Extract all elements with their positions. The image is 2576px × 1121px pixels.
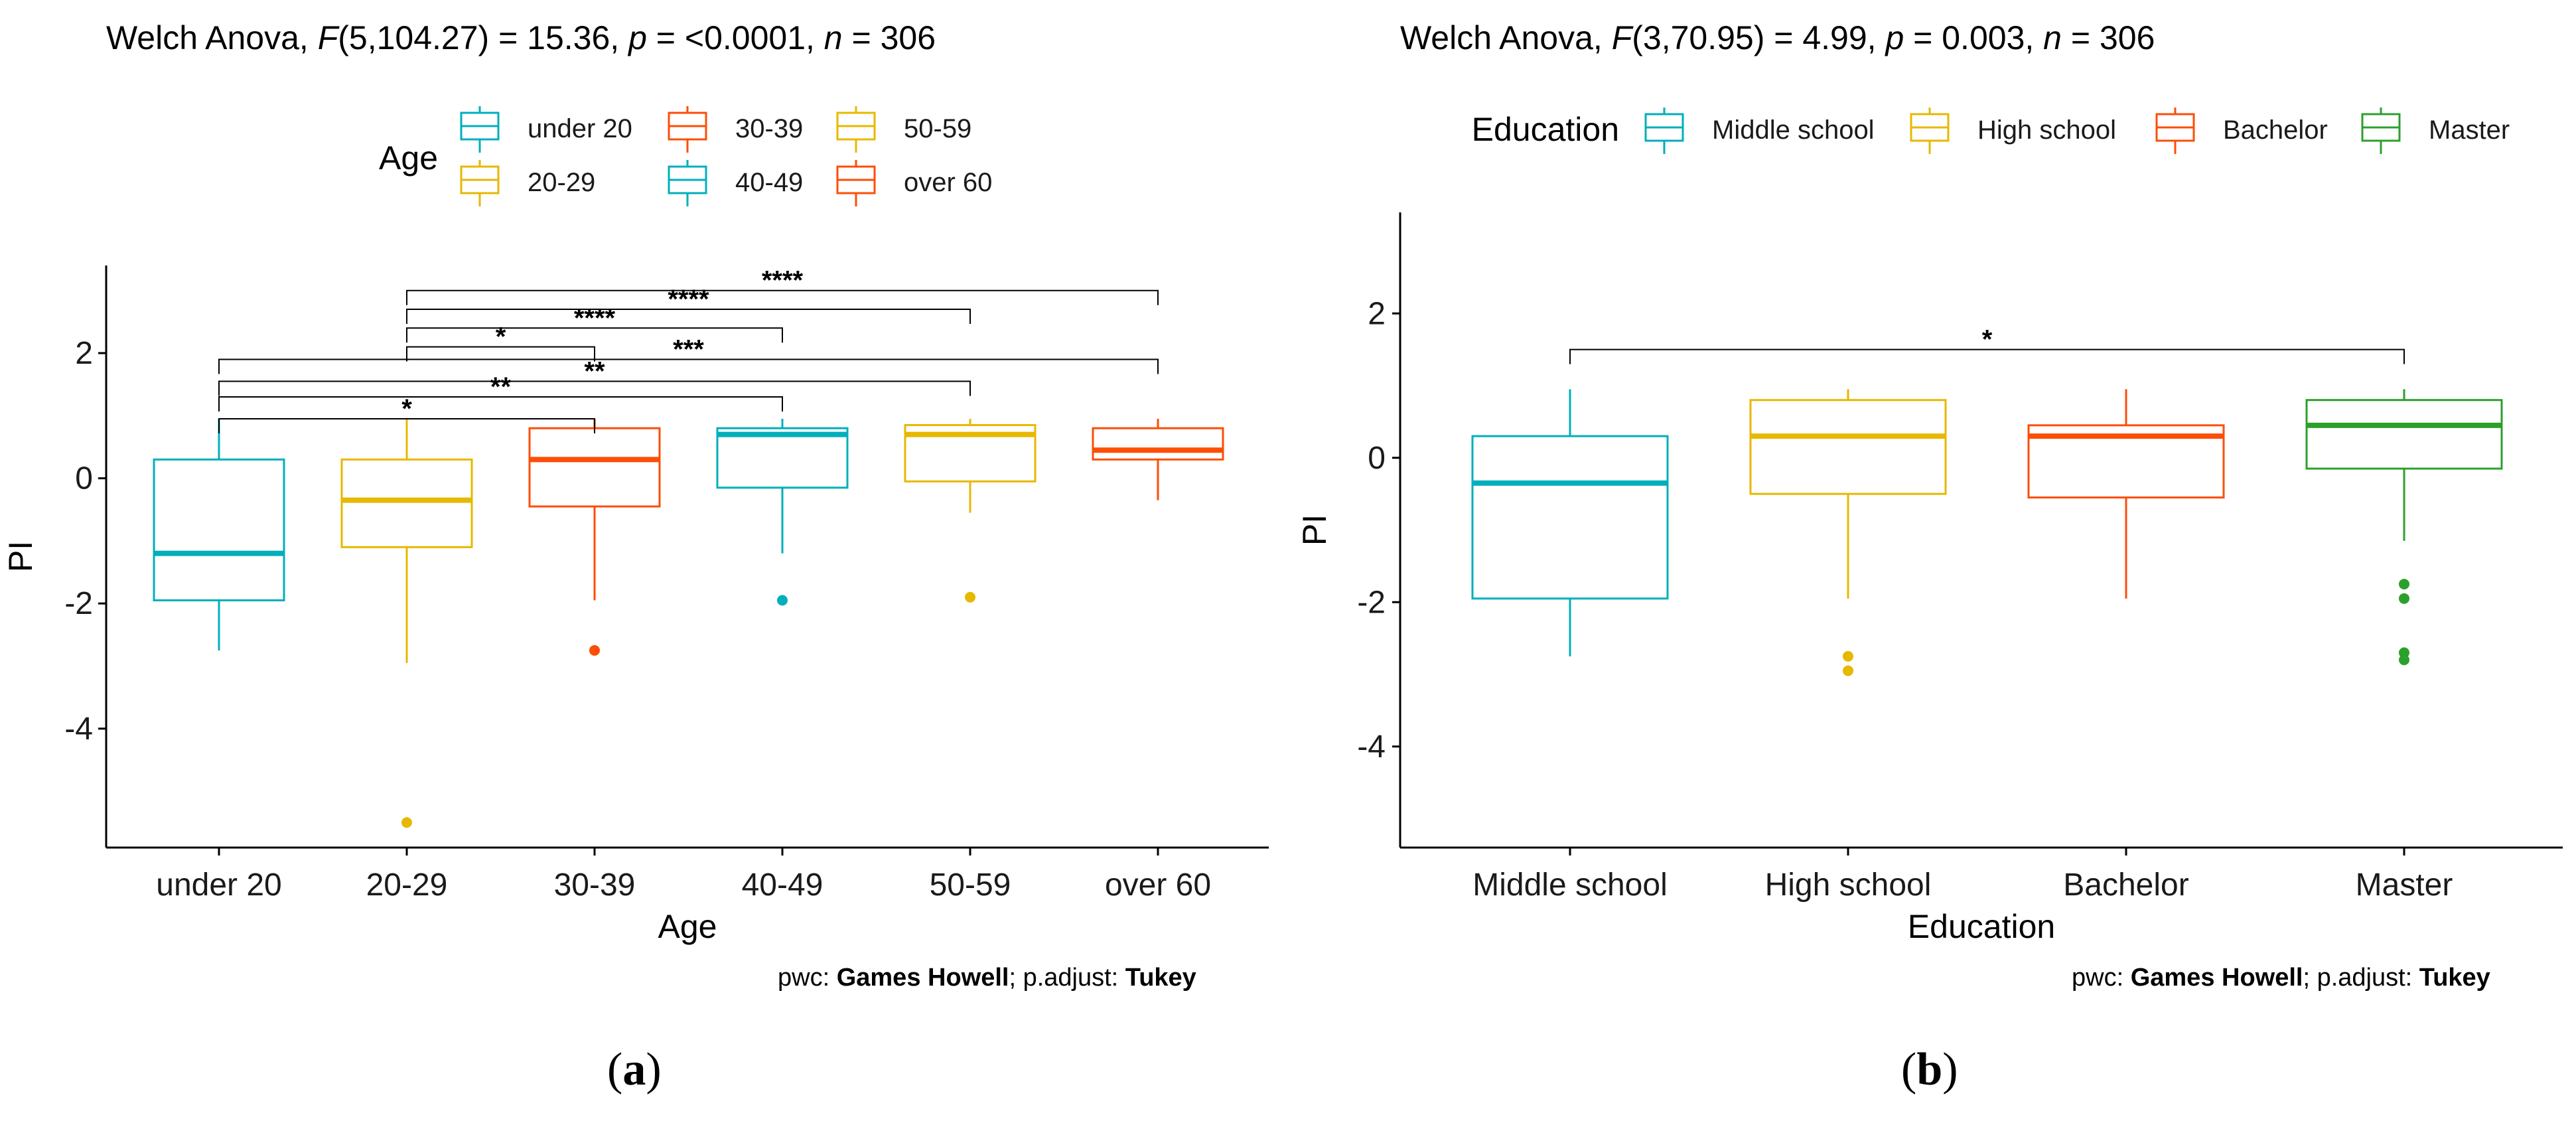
chart-a-ytick-label: 2 (75, 336, 93, 371)
chart-b-box (1749, 399, 1947, 495)
chart-a-significance-label: * (496, 323, 506, 352)
chart-a-significance-label: **** (762, 266, 804, 295)
chart-b-outlier-point (2399, 593, 2409, 604)
chart-a-outlier-point (965, 591, 975, 603)
chart-b-xtick-label: High school (1765, 867, 1932, 903)
chart-b-legend-label: High school (1977, 115, 2116, 145)
chart-a-significance-label: **** (668, 285, 709, 314)
chart-b-legend-item: Middle school (1644, 108, 1875, 154)
chart-b-significance-bracket (1569, 348, 2405, 364)
chart-a-outlier-point (777, 595, 788, 606)
chart-a-box (1092, 427, 1224, 461)
chart-a-legend-title: Age (379, 139, 438, 177)
chart-b-caption: pwc: Games Howell; p.adjust: Tukey (2072, 964, 2490, 992)
chart-b-legend-item: Bachelor (2155, 108, 2328, 154)
chart-a-caption: pwc: Games Howell; p.adjust: Tukey (778, 964, 1196, 992)
chart-b-outlier-point (2399, 579, 2409, 590)
chart-b-legend-label: Bachelor (2223, 115, 2328, 145)
chart-a-xtick-label: 40-49 (742, 867, 823, 903)
chart-b-outlier-point (2399, 654, 2409, 666)
chart-a-legend-item: under 20 (460, 106, 632, 153)
chart-b-xtick-label: Middle school (1472, 867, 1667, 903)
chart-a-y-axis-title: PI (2, 541, 39, 572)
chart-a-title: Welch Anova, F(5,104.27) = 15.36, p = <0… (106, 19, 936, 56)
chart-a-outlier-point (589, 644, 600, 656)
chart-b-legend-item: High school (1910, 108, 2116, 154)
chart-b-y-axis-title: PI (1296, 514, 1333, 546)
chart-a-box (340, 458, 473, 548)
chart-b-legend-label: Master (2429, 115, 2510, 145)
chart-b-legend-item: Master (2361, 108, 2510, 154)
chart-a-xtick-label: 30-39 (554, 867, 636, 903)
chart-a-box (153, 458, 285, 602)
chart-b-ytick-label: 0 (1368, 441, 1386, 476)
chart-a-ytick-label: 0 (75, 461, 93, 496)
chart-a-box (716, 427, 849, 489)
chart-a-significance-label: *** (673, 335, 704, 364)
chart-b-significance-label: * (1982, 325, 1993, 354)
chart-b-outlier-point (1843, 665, 1853, 676)
chart-a-x-axis-title: Age (658, 908, 717, 945)
chart-a-legend-item: over 60 (836, 160, 992, 206)
chart-a-outlier-point (401, 817, 412, 828)
chart-a-ytick-label: -4 (64, 711, 93, 747)
chart-a-xtick-label: 50-59 (930, 867, 1011, 903)
chart-a-legend-label: 50-59 (904, 114, 971, 143)
chart-b-legend-label: Middle school (1712, 115, 1875, 145)
chart-a-significance-bracket (218, 358, 1159, 374)
chart-b-x-axis-title: Education (1908, 908, 2055, 945)
panel-a-label: (a) (607, 1044, 662, 1095)
chart-a-xtick-label: over 60 (1105, 867, 1211, 903)
chart-a-xtick-label: 20-29 (366, 867, 448, 903)
chart-a-significance-bracket (218, 380, 971, 396)
chart-b-xtick-label: Master (2356, 867, 2453, 903)
chart-b-legend-title: Education (1472, 111, 1619, 148)
chart-a-significance-bracket (218, 418, 595, 434)
chart-a-legend-label: over 60 (904, 168, 992, 197)
chart-a-xtick-label: under 20 (156, 867, 282, 903)
chart-a-significance-bracket (406, 327, 783, 343)
chart-a-significance-label: ** (584, 356, 605, 386)
chart-b-title: Welch Anova, F(3,70.95) = 4.99, p = 0.00… (1400, 19, 2155, 56)
chart-a-legend-item: 30-39 (668, 106, 803, 153)
chart-a-legend-item: 40-49 (668, 160, 803, 206)
chart-b-box (1471, 435, 1669, 600)
chart-b-box (2305, 399, 2503, 470)
chart-a-legend-label: under 20 (528, 114, 632, 143)
chart-a-legend-label: 40-49 (735, 168, 803, 197)
chart-b-outlier-point (1843, 650, 1853, 662)
chart-a-significance-bracket (406, 346, 595, 362)
chart-a-significance-label: ** (490, 372, 512, 402)
chart-b-ytick-label: 2 (1368, 296, 1386, 331)
chart-a-significance-label: * (401, 394, 412, 423)
chart-a-significance-label: **** (574, 303, 616, 333)
chart-a-significance-bracket (406, 309, 971, 325)
chart-b-ytick-label: -4 (1357, 729, 1386, 765)
chart-a-box (528, 427, 661, 508)
chart-a-legend-label: 30-39 (735, 114, 803, 143)
chart-a-legend-item: 20-29 (460, 160, 595, 206)
panel-b-label: (b) (1901, 1044, 1958, 1095)
chart-a-legend-label: 20-29 (528, 168, 595, 197)
chart-a-significance-bracket (406, 289, 1159, 305)
chart-a-significance-bracket (218, 396, 783, 412)
chart-b-ytick-label: -2 (1357, 585, 1386, 620)
chart-a-legend-item: 50-59 (836, 106, 971, 153)
chart-b-xtick-label: Bachelor (2063, 867, 2188, 903)
chart-a-ytick-label: -2 (64, 586, 93, 621)
